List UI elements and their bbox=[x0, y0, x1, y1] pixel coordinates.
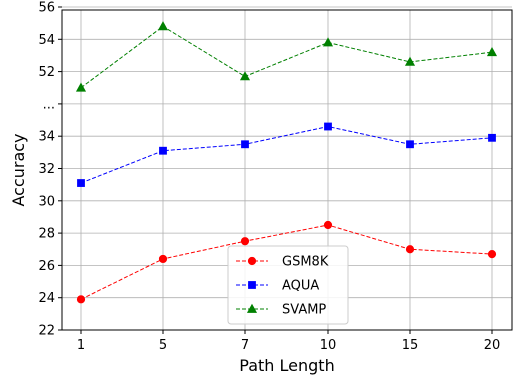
legend: GSM8K AQUA SVAMP bbox=[227, 245, 349, 325]
svamp-point bbox=[157, 21, 169, 31]
legend-label-gsm8k: GSM8K bbox=[282, 255, 329, 270]
y-axis-title: Accuracy bbox=[9, 133, 28, 206]
y-tick-label: 22 bbox=[38, 324, 55, 339]
aqua-point bbox=[77, 179, 85, 187]
gsm8k-line bbox=[80, 224, 493, 300]
legend-marker-svamp bbox=[246, 303, 258, 313]
gsm8k-point bbox=[323, 220, 333, 230]
y-tick-label: 54 bbox=[38, 33, 55, 48]
y-tick-label: 56 bbox=[38, 1, 55, 16]
aqua-point bbox=[159, 146, 167, 155]
y-tick-label: 52 bbox=[38, 65, 55, 80]
x-axis-title: Path Length bbox=[239, 356, 334, 375]
svamp-point bbox=[75, 82, 87, 92]
grid-lines bbox=[62, 6, 512, 331]
series-lines bbox=[80, 25, 493, 300]
svamp-point bbox=[486, 46, 498, 57]
x-tick-label: 1 bbox=[77, 338, 85, 353]
gsm8k-point bbox=[487, 249, 497, 259]
aqua-line bbox=[80, 125, 493, 184]
legend-marker-aqua bbox=[248, 281, 256, 289]
y-tick-label: 30 bbox=[38, 194, 55, 209]
y-tick-label: 28 bbox=[38, 227, 55, 242]
legend-box bbox=[227, 245, 349, 325]
legend-label-aqua: AQUA bbox=[282, 279, 319, 294]
x-tick-label: 15 bbox=[402, 338, 419, 353]
gsm8k-point bbox=[240, 237, 250, 246]
x-tick-label: 20 bbox=[484, 338, 501, 353]
svamp-point bbox=[239, 71, 251, 81]
aqua-point bbox=[406, 140, 414, 149]
legend-marker-gsm8k bbox=[247, 256, 257, 266]
gsm8k-point bbox=[405, 245, 415, 254]
svamp-line bbox=[80, 25, 493, 89]
svamp-point bbox=[322, 37, 334, 47]
y-tick-label: 24 bbox=[38, 291, 55, 306]
gsm8k-point bbox=[76, 295, 86, 304]
aqua-point bbox=[241, 140, 249, 149]
series-markers bbox=[75, 21, 498, 304]
x-axis-ticks: 1 5 7 10 15 20 bbox=[77, 330, 500, 353]
y-tick-label: ... bbox=[43, 97, 55, 112]
svamp-point bbox=[404, 56, 416, 66]
x-tick-label: 7 bbox=[241, 338, 249, 353]
y-tick-label: 34 bbox=[38, 130, 55, 145]
x-tick-label: 10 bbox=[320, 338, 337, 353]
y-axis-ticks: 22 24 26 28 30 32 34... 52 54 56 bbox=[38, 1, 62, 339]
aqua-point bbox=[324, 122, 332, 131]
gsm8k-point bbox=[158, 254, 168, 264]
plot-frame bbox=[61, 9, 513, 331]
aqua-point bbox=[488, 133, 496, 142]
y-tick-label: 32 bbox=[38, 162, 55, 177]
legend-label-svamp: SVAMP bbox=[282, 303, 326, 318]
y-tick-label: 26 bbox=[38, 259, 55, 274]
x-tick-label: 5 bbox=[159, 338, 167, 353]
